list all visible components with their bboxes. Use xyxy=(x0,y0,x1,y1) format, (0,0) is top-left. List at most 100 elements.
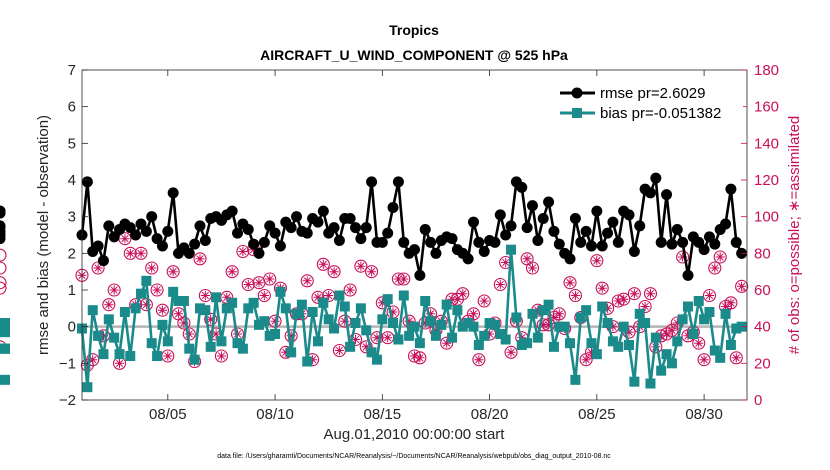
rmse-point xyxy=(585,240,597,252)
obs-assimilated-point xyxy=(388,307,398,317)
obs-assimilated-point xyxy=(431,325,441,335)
obs-assimilated-point xyxy=(624,327,634,337)
obs-possible-point xyxy=(150,283,164,297)
rmse-point xyxy=(725,183,737,195)
obs-assimilated-point xyxy=(222,292,232,302)
bias-point xyxy=(447,332,458,343)
right-tick-label: 80 xyxy=(754,245,771,262)
obs-possible-point xyxy=(91,261,105,275)
bias-point xyxy=(532,332,543,343)
obs-possible-point xyxy=(155,303,169,317)
obs-assimilated-point xyxy=(629,289,639,299)
bias-point xyxy=(677,314,688,325)
obs-assimilated-point xyxy=(93,263,103,273)
y-tick-label: −2 xyxy=(59,392,76,409)
rmse-point xyxy=(130,229,142,241)
y-tick-label: 0 xyxy=(68,319,76,336)
bias-point xyxy=(377,314,388,325)
rmse-point xyxy=(505,220,517,232)
rmse-point xyxy=(596,240,608,252)
obs-assimilated-point xyxy=(367,267,377,277)
obs-assimilated-point xyxy=(179,318,189,328)
obs-assimilated-point xyxy=(281,347,291,357)
rmse-point xyxy=(709,238,721,250)
obs-assimilated-point xyxy=(485,329,495,339)
rmse-point xyxy=(285,222,297,234)
bias-point xyxy=(382,294,393,305)
bias-point xyxy=(211,292,222,303)
obs-possible-point xyxy=(0,261,7,275)
rmse-point xyxy=(328,222,340,234)
bias-point xyxy=(168,286,179,297)
bias-point xyxy=(355,303,366,314)
x-tick-label: 08/15 xyxy=(364,406,402,423)
bias-point xyxy=(463,318,474,328)
rmse-point xyxy=(666,238,678,250)
obs-assimilated-point xyxy=(409,351,420,361)
bias-point xyxy=(135,288,146,299)
obs-possible-point xyxy=(145,261,159,275)
rmse-point xyxy=(650,172,662,184)
rmse-point xyxy=(671,224,683,235)
rmse-series xyxy=(0,172,748,281)
obs-assimilated-point xyxy=(163,351,173,361)
rmse-point xyxy=(607,216,619,228)
rmse-point xyxy=(623,209,635,221)
bias-point xyxy=(425,316,436,327)
rmse-point xyxy=(409,244,420,256)
right-axis-ticks: 0 20 40 60 80 100 120 140 160 180 xyxy=(741,62,779,409)
obs-assimilated-point xyxy=(372,333,382,343)
obs-possible-point xyxy=(327,265,341,279)
obs-assimilated-point xyxy=(597,283,607,293)
bias-point xyxy=(162,336,173,347)
obs-assimilated-point xyxy=(683,331,693,341)
bias-point xyxy=(640,318,651,328)
bias-point xyxy=(602,318,613,328)
obs-possible-point xyxy=(713,250,727,264)
obs-possible-point xyxy=(166,265,180,279)
obs-assimilated-point xyxy=(731,353,741,363)
bias-point xyxy=(704,307,715,317)
bias-point xyxy=(420,296,431,306)
rmse-point xyxy=(612,236,624,248)
obs-assimilated-point xyxy=(216,351,226,361)
obs-assimilated-point xyxy=(474,355,484,365)
bias-point xyxy=(468,321,479,332)
right-tick-label: 180 xyxy=(754,62,779,79)
obs-assimilated-point xyxy=(82,360,92,370)
obs-possible-point xyxy=(456,287,470,301)
obs-assimilated-point xyxy=(699,355,709,365)
obs-assimilated-point xyxy=(383,333,393,343)
bias-point xyxy=(554,321,565,332)
rmse-point xyxy=(521,222,533,234)
obs-assimilated-point xyxy=(184,329,194,339)
obs-assimilated-point xyxy=(361,342,371,352)
obs-assimilated-point xyxy=(501,257,511,268)
obs-assimilated-point xyxy=(404,316,414,326)
obs-possible-point xyxy=(638,299,652,314)
y-tick-label: 7 xyxy=(68,62,76,79)
bias-point xyxy=(645,378,656,389)
obs-assimilated-point xyxy=(458,289,468,299)
right-axis-label: # of obs: o=possible; ∗=assimilated xyxy=(786,116,803,355)
bias-point xyxy=(93,330,104,341)
bias-point xyxy=(565,338,576,349)
obs-assimilated-point xyxy=(710,263,720,273)
bias-point xyxy=(221,303,232,314)
rmse-point xyxy=(253,247,265,259)
obs-possible-point xyxy=(617,292,631,306)
bias-point xyxy=(0,374,10,385)
obs-assimilated-point xyxy=(136,248,146,258)
bias-point xyxy=(656,365,667,376)
obs-possible-point xyxy=(225,265,239,279)
obs-possible-point xyxy=(359,340,373,354)
bias-point xyxy=(731,323,742,334)
obs-assimilated-point xyxy=(694,338,704,348)
rmse-point xyxy=(698,244,710,256)
obs-assimilated-point xyxy=(544,320,554,330)
legend-bias-marker xyxy=(572,108,582,118)
bias-point xyxy=(114,349,125,360)
obs-possible-point xyxy=(241,277,255,292)
rmse-point xyxy=(189,238,201,250)
rmse-point xyxy=(500,229,512,241)
